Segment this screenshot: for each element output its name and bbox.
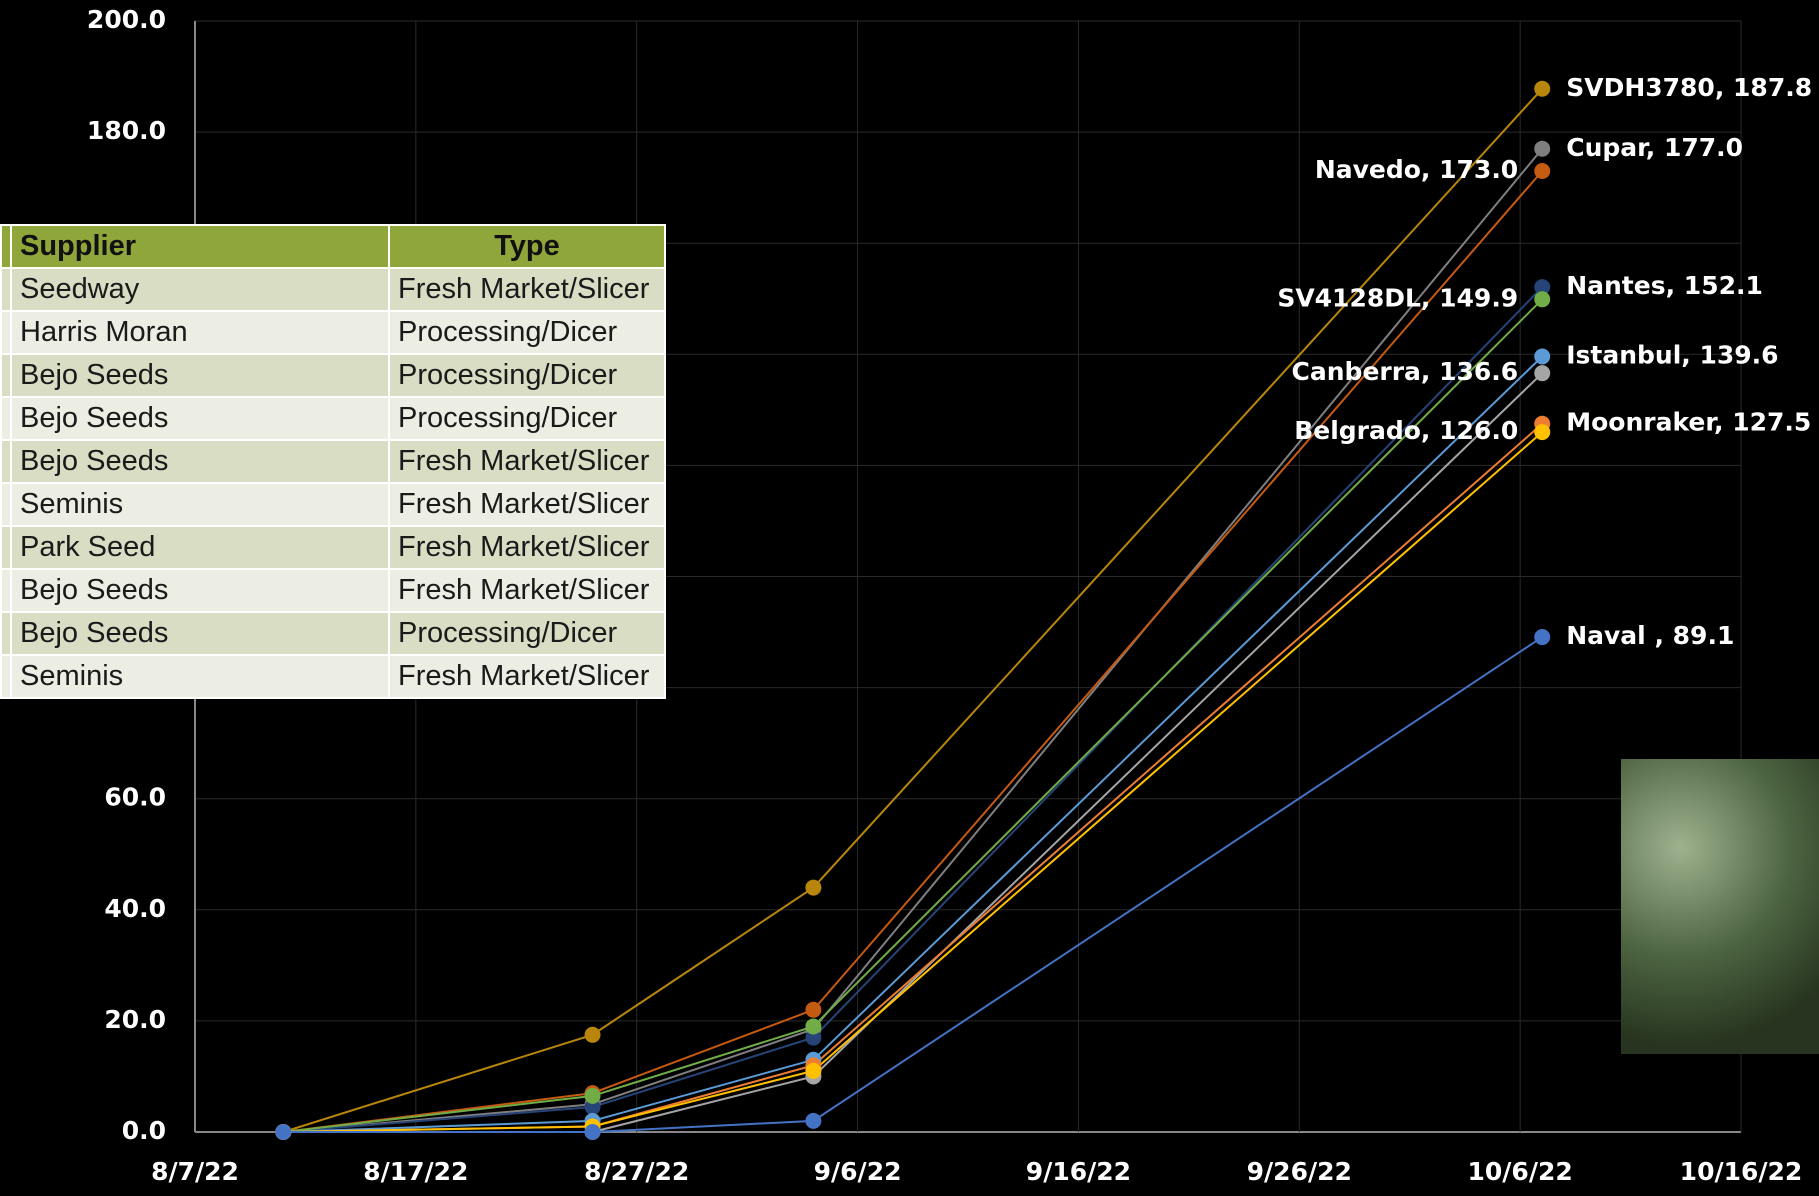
- x-tick-label: 10/16/22: [1680, 1157, 1803, 1186]
- stripe: [0, 224, 12, 269]
- table-row: Seedway Fresh Market/Slicer: [0, 267, 666, 312]
- stripe: [0, 611, 12, 656]
- data-point: [1534, 140, 1551, 157]
- data-point: [805, 1029, 822, 1046]
- y-tick-label: 20.0: [104, 1005, 166, 1034]
- data-label: Naval , 89.1: [1566, 621, 1734, 650]
- table-cell: Bejo Seeds: [10, 353, 390, 398]
- table-row: Bejo Seeds Fresh Market/Slicer: [0, 568, 666, 613]
- table-row: Bejo Seeds Processing/Dicer: [0, 353, 666, 398]
- y-tick-label: 200.0: [87, 5, 166, 34]
- table-cell: Fresh Market/Slicer: [388, 568, 666, 613]
- table-cell: Seminis: [10, 654, 390, 699]
- data-label: SV4128DL, 149.9: [1277, 283, 1518, 312]
- data-point: [584, 1124, 601, 1140]
- table-row: Seminis Fresh Market/Slicer: [0, 482, 666, 527]
- table-cell: Bejo Seeds: [10, 396, 390, 441]
- table-cell: Fresh Market/Slicer: [388, 525, 666, 570]
- series-line: [283, 431, 1543, 1133]
- data-point: [1534, 291, 1551, 308]
- stripe: [0, 525, 12, 570]
- data-point: [805, 1062, 822, 1079]
- table-cell: Processing/Dicer: [388, 310, 666, 355]
- series-line: [283, 298, 1543, 1133]
- series-line: [283, 355, 1543, 1133]
- data-point: [805, 879, 822, 896]
- stripe: [0, 654, 12, 699]
- data-point: [1534, 279, 1551, 296]
- table-row: Seminis Fresh Market/Slicer: [0, 654, 666, 699]
- table-cell: Fresh Market/Slicer: [388, 267, 666, 312]
- stripe: [0, 439, 12, 484]
- table-row: Harris Moran Processing/Dicer: [0, 310, 666, 355]
- data-label: Moonraker, 127.5: [1566, 408, 1811, 437]
- data-point: [1534, 365, 1551, 382]
- table-cell: Fresh Market/Slicer: [388, 654, 666, 699]
- table-cell: Park Seed: [10, 525, 390, 570]
- data-point: [805, 1018, 822, 1035]
- table-cell: Harris Moran: [10, 310, 390, 355]
- table-cell: Processing/Dicer: [388, 611, 666, 656]
- series-line: [283, 636, 1543, 1133]
- stripe: [0, 310, 12, 355]
- x-tick-label: 9/26/22: [1247, 1157, 1352, 1186]
- data-point: [584, 1026, 601, 1043]
- photo: [1621, 759, 1819, 1054]
- data-point: [584, 1087, 601, 1104]
- data-label: Canberra, 136.6: [1292, 357, 1519, 386]
- y-tick-label: 60.0: [104, 783, 166, 812]
- data-point: [1534, 162, 1551, 179]
- x-tick-label: 8/27/22: [584, 1157, 689, 1186]
- table-row: Bejo Seeds Processing/Dicer: [0, 611, 666, 656]
- x-tick-label: 10/6/22: [1468, 1157, 1573, 1186]
- table-cell: Bejo Seeds: [10, 439, 390, 484]
- stripe: [0, 353, 12, 398]
- table-row: Bejo Seeds Fresh Market/Slicer: [0, 439, 666, 484]
- data-point: [1534, 348, 1551, 365]
- data-point: [805, 1112, 822, 1129]
- data-point: [275, 1124, 292, 1140]
- data-label: Cupar, 177.0: [1566, 133, 1743, 162]
- x-tick-label: 9/6/22: [814, 1157, 902, 1186]
- table-row: Park Seed Fresh Market/Slicer: [0, 525, 666, 570]
- data-point: [1534, 629, 1551, 646]
- data-label: Istanbul, 139.6: [1566, 341, 1778, 370]
- data-label: Nantes, 152.1: [1566, 271, 1763, 300]
- x-tick-label: 9/16/22: [1026, 1157, 1131, 1186]
- data-label: Navedo, 173.0: [1315, 155, 1518, 184]
- table-header-cell: Supplier: [10, 224, 390, 269]
- table-cell: Fresh Market/Slicer: [388, 439, 666, 484]
- x-tick-label: 8/7/22: [151, 1157, 239, 1186]
- y-tick-label: 40.0: [104, 894, 166, 923]
- data-label: SVDH3780, 187.8: [1566, 73, 1812, 102]
- table-cell: Seminis: [10, 482, 390, 527]
- data-point: [1534, 80, 1551, 97]
- y-tick-label: 0.0: [122, 1116, 166, 1145]
- series-line: [283, 88, 1543, 1133]
- series-line: [283, 170, 1543, 1133]
- data-point: [805, 1001, 822, 1018]
- stripe: [0, 396, 12, 441]
- stripe: [0, 267, 12, 312]
- table-cell: Seedway: [10, 267, 390, 312]
- stripe: [0, 482, 12, 527]
- table-row: Bejo Seeds Processing/Dicer: [0, 396, 666, 441]
- table-header-row: Supplier Type: [0, 224, 666, 269]
- y-tick-label: 180.0: [87, 116, 166, 145]
- supplier-table: Supplier Type Seedway Fresh Market/Slicer Ha…: [0, 224, 666, 699]
- table-cell: Fresh Market/Slicer: [388, 482, 666, 527]
- data-point: [584, 1099, 601, 1116]
- x-tick-label: 8/17/22: [363, 1157, 468, 1186]
- table-header-cell: Type: [388, 224, 666, 269]
- table-cell: Bejo Seeds: [10, 611, 390, 656]
- data-point: [1534, 424, 1551, 441]
- stripe: [0, 568, 12, 613]
- table-cell: Processing/Dicer: [388, 353, 666, 398]
- table-cell: Bejo Seeds: [10, 568, 390, 613]
- data-label: Belgrado, 126.0: [1294, 416, 1518, 445]
- table-cell: Processing/Dicer: [388, 396, 666, 441]
